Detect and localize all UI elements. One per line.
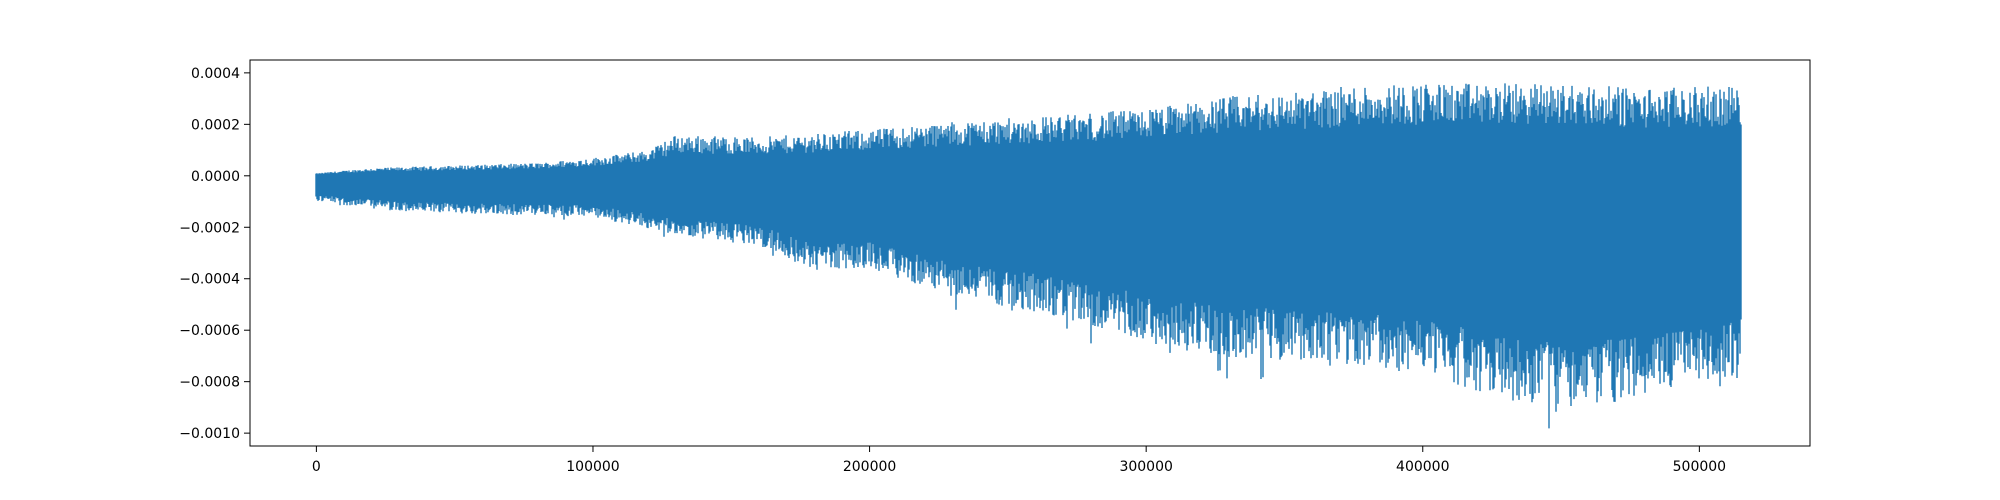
x-tick-label: 100000: [566, 459, 619, 475]
x-tick-label: 0: [312, 459, 321, 475]
axes-frame: [249, 59, 1811, 447]
x-axis: 0 100000 200000 300000 400000 500000: [312, 446, 1726, 475]
x-tick-label: 300000: [1119, 459, 1172, 475]
waveform-series-line: [315, 83, 1742, 429]
y-tick-label: −0.0004: [179, 272, 240, 288]
y-tick-label: 0.0002: [191, 117, 240, 133]
x-tick-label: 400000: [1396, 459, 1449, 475]
y-tick-label: 0.0004: [191, 66, 240, 82]
y-tick-label: −0.0010: [179, 426, 240, 442]
y-tick-label: −0.0008: [179, 375, 240, 391]
x-tick-label: 200000: [843, 459, 896, 475]
y-tick-label: 0.0000: [191, 169, 240, 185]
y-tick-label: −0.0006: [179, 323, 240, 339]
x-tick-label: 500000: [1673, 459, 1726, 475]
y-tick-label: −0.0002: [179, 220, 240, 236]
plot-area: [315, 83, 1742, 429]
y-axis: 0.0004 0.0002 0.0000 −0.0002 −0.0004 −0.0006 −…: [179, 66, 250, 442]
